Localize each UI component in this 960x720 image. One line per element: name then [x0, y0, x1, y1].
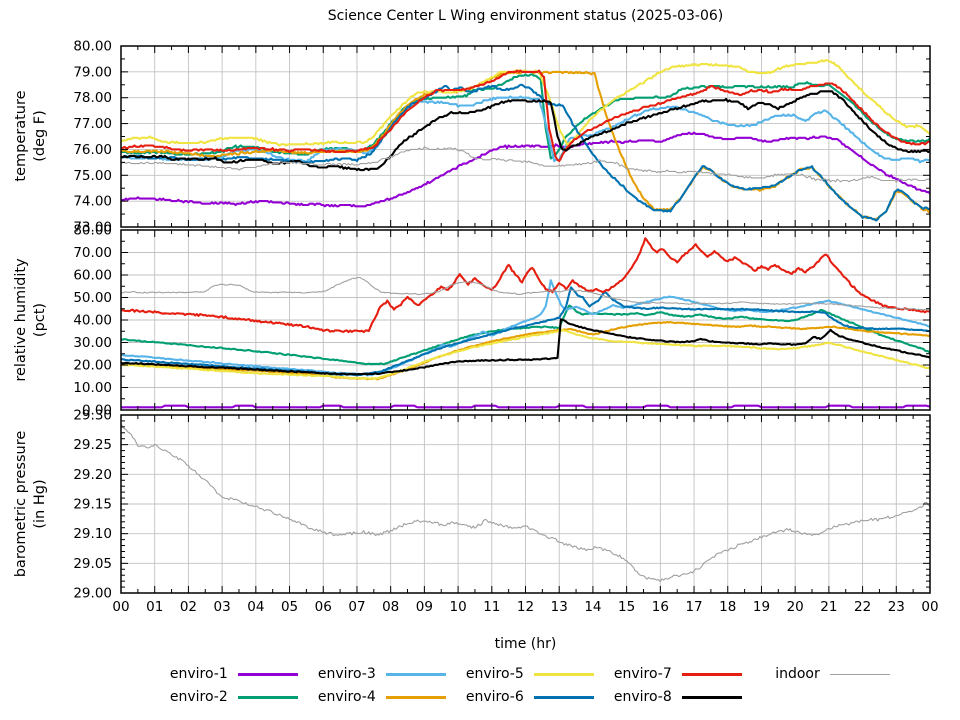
xtick-label-23: 23	[888, 599, 905, 615]
legend-line-enviro-2	[237, 695, 298, 699]
ytick-pressure-29.20: 29.20	[73, 467, 112, 483]
series-humidity-enviro-3	[121, 279, 930, 377]
xtick-label-17: 17	[685, 599, 702, 615]
xtick-label-21: 21	[820, 599, 837, 615]
legend-line-enviro-7	[681, 672, 742, 676]
xtick-label-3: 03	[214, 599, 231, 615]
xtick-label-4: 04	[247, 599, 264, 615]
xtick-label-9: 09	[416, 599, 433, 615]
legend-label-enviro-7: enviro-7	[613, 666, 672, 682]
panel-temperature: 73.00 74.00 75.00 76.00 77.00 78.00 79.00 80.00	[73, 39, 931, 236]
xtick-label-8: 08	[382, 599, 399, 615]
panel-humidity: 0.00 10.00 20.00 30.00 40.00 50.00 60.00 70.00 8…	[73, 223, 931, 419]
xtick-label-10: 10	[449, 599, 466, 615]
xtick-label-11: 11	[483, 599, 500, 615]
xtick-label-1: 01	[146, 599, 163, 615]
xtick-label-0: 00	[112, 599, 129, 615]
ytick-temperature-74.00: 74.00	[73, 194, 112, 210]
legend-label-indoor: indoor	[775, 666, 820, 682]
series-temperature-enviro-7	[121, 69, 930, 163]
ytick-humidity-60.00: 60.00	[73, 268, 112, 284]
ytick-pressure-29.30: 29.30	[73, 408, 112, 424]
legend-label-enviro-8: enviro-8	[613, 689, 672, 705]
legend-line-enviro-6	[533, 695, 594, 699]
legend-line-enviro-1	[237, 672, 298, 676]
legend-label-enviro-3: enviro-3	[317, 666, 376, 682]
series-temperature-enviro-8	[121, 90, 930, 172]
xtick-label-6: 06	[315, 599, 332, 615]
series-humidity-enviro-8	[121, 318, 930, 376]
legend-item-enviro-1: enviro-1	[150, 666, 298, 682]
xtick-label-18: 18	[719, 599, 736, 615]
series-humidity-enviro-5	[121, 328, 930, 380]
xtick-label-16: 16	[652, 599, 669, 615]
ytick-pressure-29.15: 29.15	[73, 497, 112, 513]
legend-label-enviro-5: enviro-5	[465, 666, 524, 682]
ytick-temperature-79.00: 79.00	[73, 64, 112, 80]
ytick-temperature-73.00: 73.00	[73, 220, 112, 236]
chart-title: Science Center L Wing environment status…	[327, 8, 724, 24]
xtick-label-20: 20	[787, 599, 804, 615]
xtick-label-19: 19	[753, 599, 770, 615]
legend-item-enviro-8: enviro-8	[594, 689, 742, 705]
series-humidity-enviro-7	[121, 237, 930, 334]
ytick-humidity-30.00: 30.00	[73, 335, 112, 351]
series-humidity-enviro-4	[121, 320, 930, 381]
series-humidity-indoor	[121, 276, 930, 311]
ytick-humidity-80.00: 80.00	[73, 223, 112, 239]
ytick-humidity-50.00: 50.00	[73, 290, 112, 306]
legend-line-indoor	[829, 673, 890, 675]
ytick-pressure-29.00: 29.00	[73, 586, 112, 602]
legend-label-enviro-4: enviro-4	[317, 689, 376, 705]
legend-line-enviro-4	[385, 695, 446, 699]
panel-pressure: 29.00 29.05 29.10 29.15 29.20 29.25 29.30	[73, 408, 931, 602]
legend-item-indoor: indoor	[742, 666, 890, 682]
legend-line-enviro-5	[533, 672, 594, 676]
legend-item-enviro-7: enviro-7	[594, 666, 742, 682]
xtick-label-12: 12	[517, 599, 534, 615]
legend-item-enviro-2: enviro-2	[150, 689, 298, 705]
legend-line-enviro-3	[385, 672, 446, 676]
legend-label-enviro-6: enviro-6	[465, 689, 524, 705]
series-temperature-enviro-5	[121, 59, 930, 147]
xtick-label-5: 05	[281, 599, 298, 615]
legend-label-enviro-2: enviro-2	[169, 689, 228, 705]
ytick-pressure-29.25: 29.25	[73, 437, 112, 453]
ytick-pressure-29.05: 29.05	[73, 556, 112, 572]
chart-legend: enviro-1 enviro-2 enviro-3 enviro-4 enviro-5…	[150, 666, 890, 705]
ytick-temperature-75.00: 75.00	[73, 168, 112, 184]
ytick-temperature-76.00: 76.00	[73, 142, 112, 158]
legend-item-enviro-6: enviro-6	[446, 689, 594, 705]
ytick-temperature-77.00: 77.00	[73, 116, 112, 132]
legend-line-enviro-8	[681, 695, 742, 699]
ytick-pressure-29.10: 29.10	[73, 526, 112, 542]
legend-item-enviro-5: enviro-5	[446, 666, 594, 682]
legend-item-enviro-4: enviro-4	[298, 689, 446, 705]
ytick-humidity-20.00: 20.00	[73, 358, 112, 374]
series-humidity-enviro-2	[121, 304, 930, 366]
ytick-humidity-40.00: 40.00	[73, 313, 112, 329]
xtick-label-22: 22	[854, 599, 871, 615]
ytick-temperature-78.00: 78.00	[73, 90, 112, 106]
ytick-temperature-80.00: 80.00	[73, 39, 112, 55]
ytick-humidity-70.00: 70.00	[73, 245, 112, 261]
series-temperature-enviro-1	[121, 131, 930, 208]
xtick-label-7: 07	[348, 599, 365, 615]
series-pressure-indoor	[121, 423, 930, 583]
xtick-label-13: 13	[551, 599, 568, 615]
ytick-humidity-10.00: 10.00	[73, 380, 112, 396]
ytick-humidity-0.00: 0.00	[82, 403, 112, 419]
legend-item-enviro-3: enviro-3	[298, 666, 446, 682]
series-temperature-indoor	[121, 146, 930, 183]
xtick-label-2: 02	[180, 599, 197, 615]
xtick-label-15: 15	[618, 599, 635, 615]
xtick-label-14: 14	[584, 599, 601, 615]
time-axis-label: time (hr)	[494, 636, 557, 652]
legend-label-enviro-1: enviro-1	[169, 666, 228, 682]
xtick-label-24: 00	[921, 599, 938, 615]
